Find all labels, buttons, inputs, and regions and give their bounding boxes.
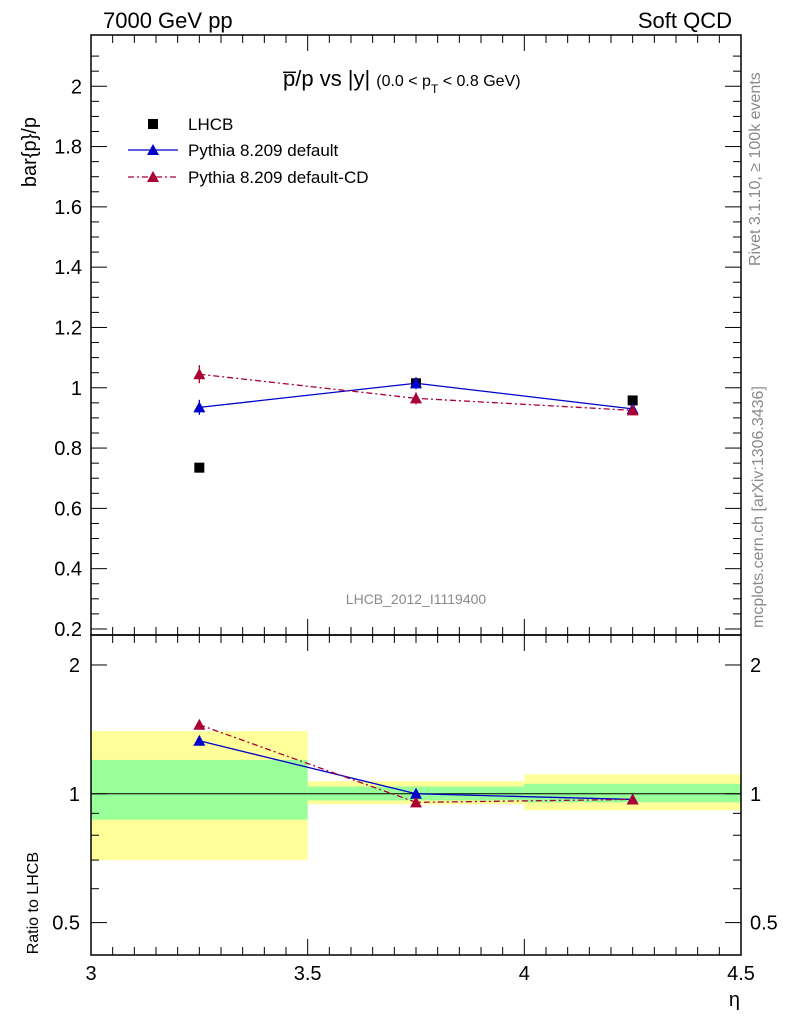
y-tick-label-ratio-right: 0.5 [750, 913, 778, 935]
title-sub: (0.0 < p [376, 73, 431, 90]
y-tick-label-ratio-right: 1 [750, 784, 761, 806]
legend-marker-default-cd [147, 171, 159, 182]
x-axis-label: η [729, 989, 740, 1011]
legend-marker-lhcb [148, 119, 158, 129]
title-sub-end: < 0.8 GeV) [438, 73, 520, 90]
data-point-lhcb [194, 462, 205, 473]
data-point-default-cd [410, 392, 422, 404]
side-text-bottom: mcplots.cern.ch [arXiv:1306.3436] [750, 386, 767, 628]
y-tick-label-top: 0.4 [54, 559, 82, 581]
y-tick-label-top: 0.2 [54, 619, 82, 641]
ratio-point-default [193, 734, 206, 746]
x-tick-label: 3 [85, 963, 96, 985]
data-series [193, 365, 639, 808]
y-tick-label-top: 2 [71, 76, 82, 98]
y-tick-label-top: 1.4 [54, 257, 82, 279]
y-axis-label-top: bar{p}/p [19, 117, 41, 187]
y-tick-label-top: 1 [71, 378, 82, 400]
y-tick-label-top: 1.8 [54, 137, 82, 159]
title-sub-index: T [431, 82, 439, 96]
band-inner-0 [91, 759, 308, 820]
axis-ticks: 3 3.5 4 4.5 0.2 0.4 0.6 0.8 1 1.2 1.4 1.6 1.8 2 0.5 0.5… [52, 35, 778, 985]
header-right: Soft QCD [638, 8, 732, 33]
y-tick-label-top: 1.2 [54, 317, 82, 339]
main-title: p̅/p vs |y| (0.0 < pT < 0.8 GeV) [282, 66, 520, 96]
legend-label: LHCB [188, 115, 233, 134]
y-tick-label-ratio-left: 0.5 [52, 913, 80, 935]
y-tick-label-top: 0.6 [54, 498, 82, 520]
data-point-default [410, 377, 422, 389]
ratio-point-default [410, 787, 422, 799]
ratio-point-default-cd [193, 718, 206, 730]
data-point-default-cd [193, 368, 206, 380]
watermark: LHCB_2012_I1119400 [346, 591, 487, 607]
x-tick-label: 4.5 [727, 963, 755, 985]
ratio-point-default-cd [410, 796, 422, 808]
legend-label: Pythia 8.209 default [188, 141, 339, 160]
y-tick-label-ratio-right: 2 [750, 655, 761, 677]
legend: LHCB Pythia 8.209 default Pythia 8.209 def… [128, 115, 369, 187]
legend-label: Pythia 8.209 default-CD [188, 168, 369, 187]
ratio-point-default-cd [626, 793, 639, 805]
x-tick-label: 3.5 [294, 963, 322, 985]
y-axis-label-bottom: Ratio to LHCB [25, 852, 42, 954]
y-tick-label-top: 0.8 [54, 438, 82, 460]
header-left: 7000 GeV pp [103, 8, 233, 33]
data-point-default [193, 401, 206, 413]
x-tick-label: 4 [519, 963, 530, 985]
y-tick-label-ratio-left: 2 [69, 655, 80, 677]
title-main: p̅/p vs |y| [282, 66, 370, 91]
ratio-line-default-cd [199, 724, 633, 803]
data-point-default-cd [626, 404, 639, 416]
y-tick-label-top: 1.6 [54, 197, 82, 219]
legend-marker-default [147, 144, 159, 155]
line-default-cd [199, 373, 633, 412]
y-tick-label-ratio-left: 1 [69, 784, 80, 806]
side-text-top: Rivet 3.1.10, ≥ 100k events [747, 72, 764, 266]
data-point-lhcb [627, 395, 638, 406]
